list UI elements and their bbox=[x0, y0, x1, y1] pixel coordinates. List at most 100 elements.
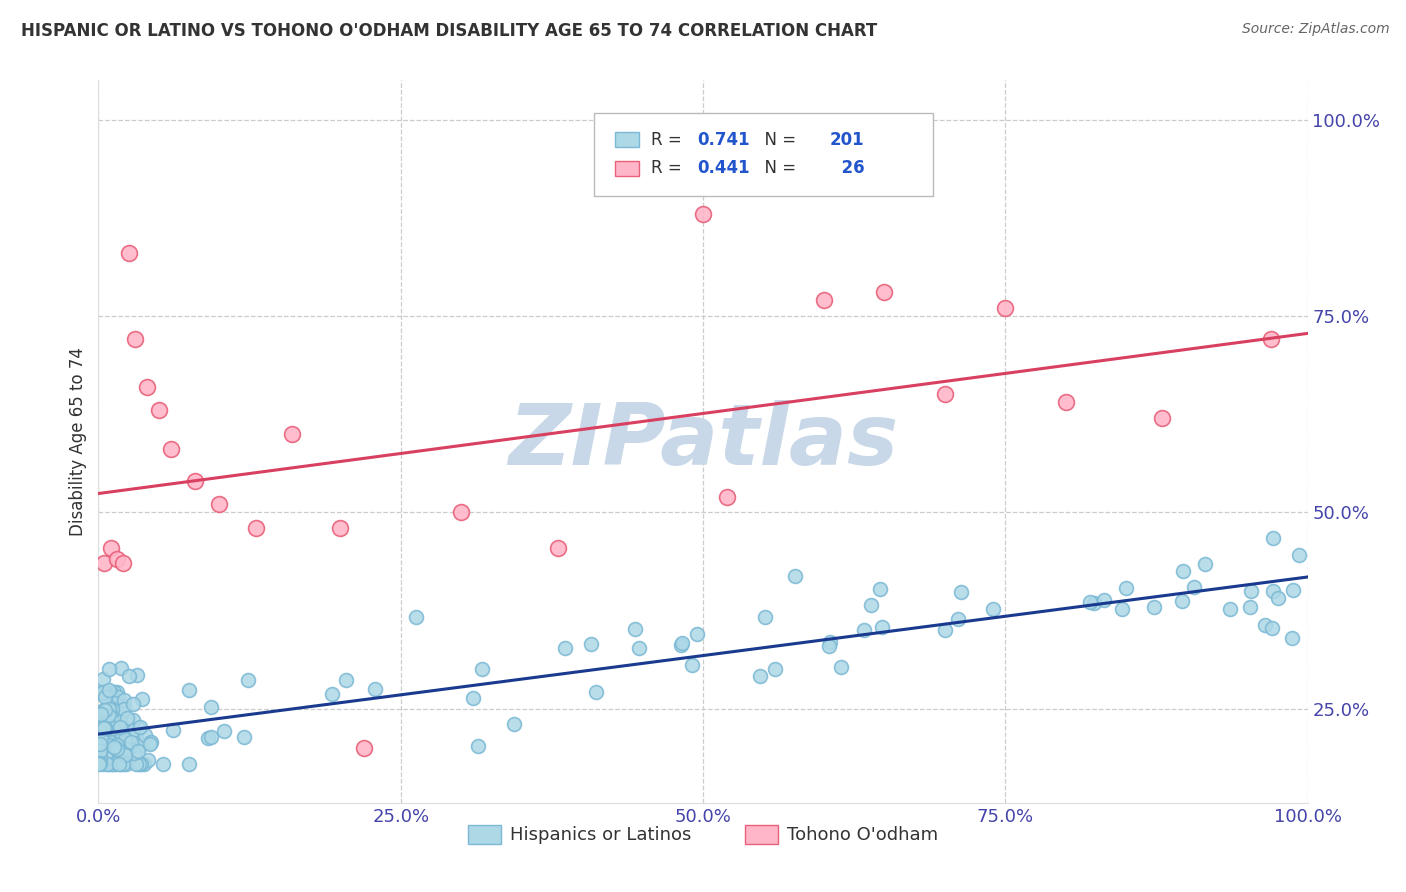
Point bbox=[1182, 580, 1205, 594]
Point bbox=[107, 734, 129, 748]
Point bbox=[93, 727, 115, 741]
Point bbox=[949, 585, 972, 599]
Legend: Hispanics or Latinos, Tohono O'odham: Hispanics or Latinos, Tohono O'odham bbox=[461, 818, 945, 852]
Point bbox=[127, 744, 149, 758]
Point bbox=[135, 379, 157, 393]
Point bbox=[112, 702, 135, 716]
Point bbox=[108, 751, 131, 765]
Point bbox=[89, 732, 111, 747]
Point bbox=[1260, 333, 1282, 347]
Point bbox=[90, 731, 112, 745]
Point bbox=[100, 686, 122, 700]
Text: 26: 26 bbox=[830, 160, 865, 178]
Point bbox=[105, 552, 128, 566]
Point bbox=[129, 739, 152, 753]
Point bbox=[107, 724, 129, 739]
Text: R =: R = bbox=[651, 130, 688, 149]
Point bbox=[134, 756, 156, 771]
Point bbox=[681, 657, 703, 672]
Text: HISPANIC OR LATINO VS TOHONO O'ODHAM DISABILITY AGE 65 TO 74 CORRELATION CHART: HISPANIC OR LATINO VS TOHONO O'ODHAM DIS… bbox=[21, 22, 877, 40]
Point bbox=[93, 686, 115, 700]
Point bbox=[89, 724, 111, 739]
Point bbox=[671, 636, 693, 650]
Point bbox=[450, 505, 472, 519]
Point bbox=[1267, 591, 1289, 605]
Point bbox=[96, 750, 118, 764]
Point bbox=[125, 756, 148, 771]
Point bbox=[89, 721, 111, 735]
Point bbox=[134, 728, 156, 742]
Point bbox=[471, 662, 494, 676]
Point bbox=[108, 715, 131, 730]
Point bbox=[503, 717, 526, 731]
Point bbox=[111, 746, 134, 760]
Point bbox=[105, 738, 128, 752]
Point bbox=[179, 682, 201, 697]
Point bbox=[554, 640, 576, 655]
Point bbox=[101, 702, 124, 716]
Point bbox=[89, 728, 111, 742]
Point bbox=[96, 699, 118, 714]
Point bbox=[101, 756, 124, 771]
Point bbox=[91, 756, 114, 770]
Point bbox=[91, 672, 114, 686]
Point bbox=[692, 207, 714, 221]
Point bbox=[111, 556, 134, 570]
Point bbox=[1219, 602, 1241, 616]
Point bbox=[104, 727, 127, 741]
Point bbox=[1152, 411, 1174, 425]
Point bbox=[129, 756, 152, 771]
Point bbox=[100, 756, 122, 771]
Point bbox=[177, 756, 200, 771]
Point bbox=[139, 737, 162, 751]
Point bbox=[94, 690, 117, 704]
Point bbox=[139, 735, 162, 749]
Point bbox=[110, 727, 132, 741]
Point bbox=[105, 685, 128, 699]
Text: R =: R = bbox=[651, 160, 688, 178]
Point bbox=[97, 737, 120, 751]
Point bbox=[818, 635, 841, 649]
Point bbox=[90, 731, 112, 745]
Point bbox=[1092, 592, 1115, 607]
Point bbox=[934, 387, 956, 401]
Point bbox=[131, 691, 153, 706]
Point bbox=[115, 756, 138, 771]
Point bbox=[89, 749, 111, 764]
Point bbox=[547, 541, 569, 555]
Point bbox=[93, 721, 115, 735]
Point bbox=[124, 333, 146, 347]
Point bbox=[1170, 593, 1192, 607]
Point bbox=[91, 705, 114, 719]
Point bbox=[160, 442, 183, 457]
Point bbox=[89, 686, 111, 700]
Point bbox=[96, 750, 118, 764]
Point bbox=[97, 701, 120, 715]
Point bbox=[197, 731, 219, 745]
Point bbox=[860, 598, 883, 612]
Point bbox=[1054, 395, 1077, 409]
Point bbox=[581, 637, 603, 651]
Point bbox=[1239, 584, 1261, 599]
Point bbox=[107, 690, 129, 704]
Point bbox=[364, 682, 387, 697]
Point bbox=[87, 707, 110, 722]
Point bbox=[97, 756, 120, 771]
Point bbox=[108, 739, 131, 753]
Point bbox=[946, 612, 969, 626]
Point bbox=[90, 706, 112, 721]
Point bbox=[121, 697, 143, 711]
Point bbox=[89, 756, 111, 771]
Point bbox=[105, 744, 128, 758]
Point bbox=[94, 719, 117, 733]
Point bbox=[94, 719, 117, 733]
Point bbox=[208, 497, 231, 511]
FancyBboxPatch shape bbox=[595, 112, 932, 196]
Point bbox=[96, 737, 118, 751]
FancyBboxPatch shape bbox=[614, 132, 638, 147]
Text: ZIPatlas: ZIPatlas bbox=[508, 400, 898, 483]
Point bbox=[232, 730, 254, 744]
Point bbox=[90, 729, 112, 743]
Y-axis label: Disability Age 65 to 74: Disability Age 65 to 74 bbox=[69, 347, 87, 536]
Point bbox=[212, 724, 235, 739]
